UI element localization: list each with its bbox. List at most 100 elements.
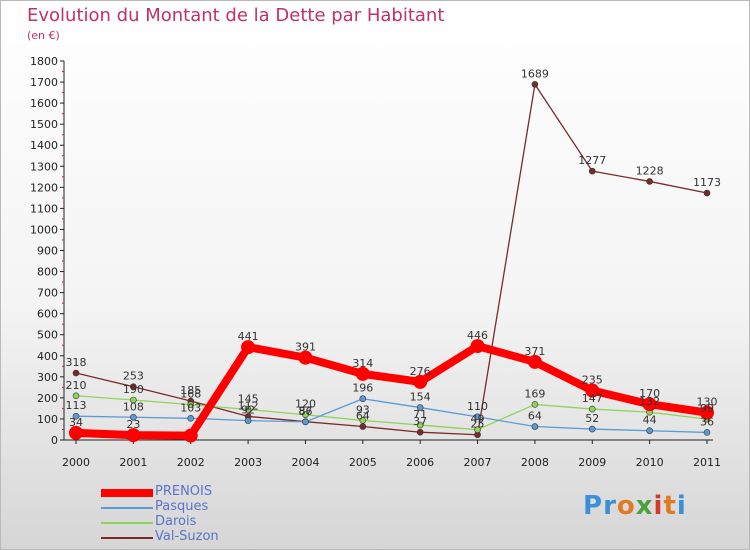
data-point: [531, 423, 539, 430]
series-line-pasques: [75, 398, 708, 434]
x-tick-label: 2008: [521, 456, 549, 469]
data-point: [244, 406, 252, 413]
data-point: [130, 383, 137, 391]
data-point: [416, 404, 424, 411]
y-tick-label: 200: [37, 392, 58, 405]
logo-letter: i: [676, 491, 687, 521]
data-point: [646, 427, 653, 435]
data-point: [588, 405, 596, 413]
data-label: 64: [528, 410, 542, 423]
data-label: 71: [413, 408, 427, 421]
data-label: 52: [585, 412, 599, 425]
data-label: 145: [238, 392, 259, 405]
data-point: [531, 401, 539, 408]
data-label: 92: [241, 404, 255, 417]
y-tick-label: 300: [37, 371, 58, 384]
data-label: 23: [126, 418, 140, 431]
data-label: 170: [639, 387, 660, 400]
data-point: [527, 354, 542, 369]
data-label: 103: [180, 401, 201, 414]
x-tick-label: 2000: [62, 456, 90, 469]
legend-label: Darois: [155, 514, 197, 529]
data-label: 371: [524, 345, 545, 358]
legend-label: Val-Suzon: [155, 529, 219, 544]
x-tick-label: 2005: [349, 456, 377, 469]
y-tick-label: 1500: [30, 118, 58, 131]
data-label: 49: [471, 413, 485, 426]
data-point: [531, 81, 539, 88]
y-tick-label: 1100: [30, 202, 58, 215]
data-point: [470, 339, 485, 354]
data-label: 120: [295, 398, 316, 411]
data-point: [241, 340, 256, 355]
y-tick-label: 1200: [30, 181, 58, 194]
data-point: [298, 350, 313, 365]
data-point: [588, 425, 596, 433]
legend-swatch: [101, 489, 153, 497]
data-point: [703, 429, 711, 436]
legend-swatch: [101, 537, 153, 539]
data-point: [244, 417, 252, 424]
data-label: 391: [295, 341, 316, 354]
data-point: [183, 428, 198, 443]
x-tick-label: 2006: [406, 456, 434, 469]
y-tick-label: 1000: [30, 223, 58, 236]
series-line-darois: [75, 395, 708, 431]
chart-title: Evolution du Montant de la Dette par Hab…: [27, 5, 445, 26]
data-label: 210: [66, 379, 87, 392]
data-point: [302, 411, 309, 419]
data-point: [72, 412, 80, 420]
y-tick-label: 900: [37, 245, 58, 258]
y-tick-label: 800: [37, 266, 58, 279]
data-point: [130, 396, 137, 404]
data-point: [413, 374, 428, 389]
data-label: 34: [69, 416, 83, 429]
y-tick-label: 1600: [30, 97, 58, 110]
data-label: 99: [700, 402, 714, 415]
data-label: 130: [697, 396, 718, 409]
data-point: [585, 383, 600, 398]
data-label: 93: [356, 403, 370, 416]
data-label: 132: [639, 395, 660, 408]
data-point: [72, 369, 80, 377]
data-label: 147: [582, 392, 603, 405]
x-tick-label: 2009: [578, 456, 606, 469]
data-label: 446: [467, 329, 488, 342]
x-tick-label: 2004: [291, 456, 319, 469]
y-tick-label: 1300: [30, 160, 58, 173]
data-label: 1689: [521, 67, 549, 80]
y-tick-label: 700: [37, 287, 58, 300]
data-point: [359, 417, 367, 424]
y-tick-label: 100: [37, 413, 58, 426]
data-label: 441: [238, 330, 259, 343]
data-point: [187, 415, 195, 422]
y-tick-label: 500: [37, 329, 58, 342]
y-tick-label: 1400: [30, 139, 58, 152]
data-label: 235: [582, 374, 603, 387]
data-point: [642, 397, 657, 412]
x-tick-label: 2001: [119, 456, 147, 469]
data-label: 1228: [636, 164, 664, 177]
data-label: 86: [298, 405, 312, 418]
y-tick-label: 0: [51, 434, 58, 447]
series-line-val-suzon: [75, 83, 708, 436]
data-point: [703, 189, 711, 197]
data-point: [416, 421, 424, 429]
data-point: [130, 413, 137, 421]
series-line-prenois: [72, 342, 711, 440]
data-label: 169: [524, 387, 545, 400]
data-label: 314: [352, 357, 373, 370]
data-point: [646, 178, 653, 185]
y-tick-label: 600: [37, 308, 58, 321]
data-point: [69, 425, 83, 440]
legend-label: Pasques: [155, 499, 209, 514]
data-label: 37: [413, 415, 427, 428]
logo-letter: P: [583, 491, 604, 521]
data-label: 1173: [693, 176, 721, 189]
logo-letter: r: [603, 491, 617, 521]
data-point: [474, 426, 481, 433]
data-label: 113: [66, 399, 87, 412]
data-point: [474, 413, 481, 421]
data-label: 64: [356, 410, 370, 423]
